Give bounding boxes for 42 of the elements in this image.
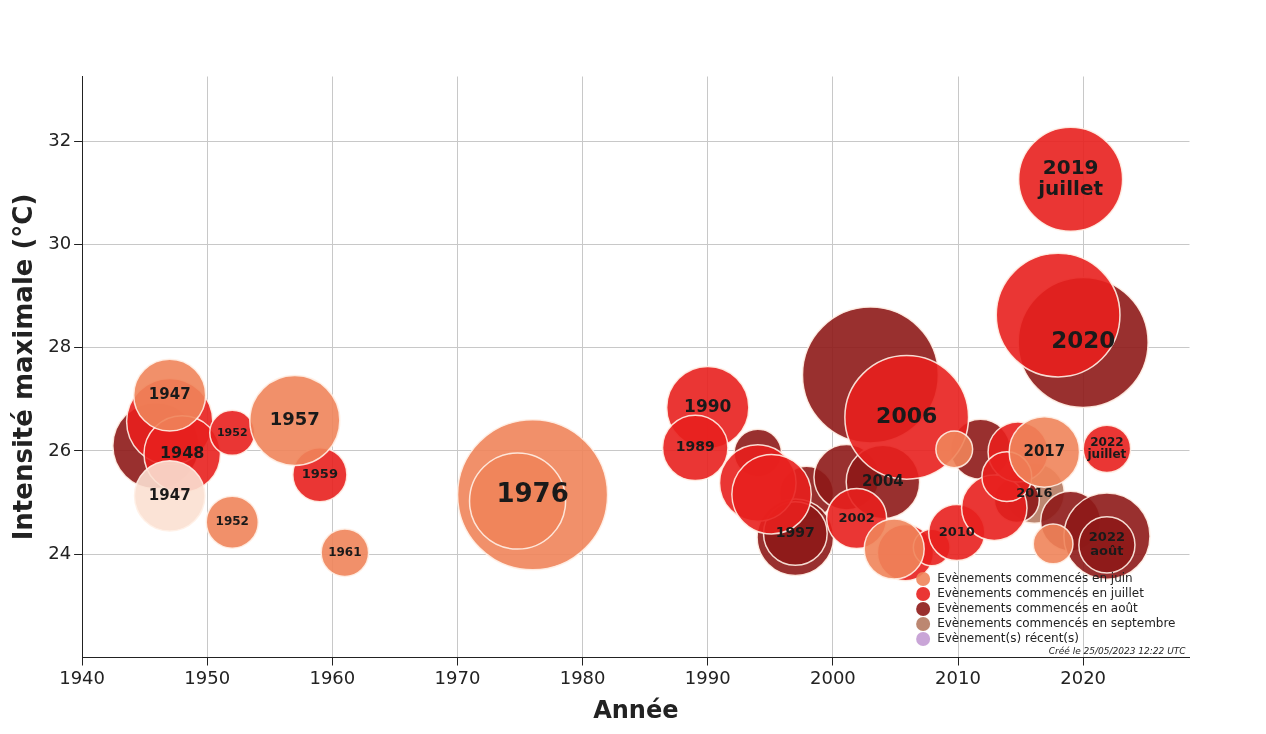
y-tick-label: 30 bbox=[48, 232, 72, 254]
x-tick-label: 2020 bbox=[1060, 666, 1107, 688]
annotation: 2022 août bbox=[1088, 529, 1126, 559]
annotation: 1952 bbox=[215, 514, 249, 529]
annotation: Créé le 25/05/2023 12:22 UTC bbox=[1048, 646, 1187, 657]
annotation: 2019 juillet bbox=[1037, 154, 1104, 200]
x-tick-label: 1980 bbox=[559, 666, 606, 688]
x-axis-title: Année bbox=[593, 695, 679, 724]
legend-label: Evènements commencés en septembre bbox=[937, 616, 1176, 631]
annotation: 2010 bbox=[938, 523, 975, 539]
x-tick-label: 2000 bbox=[809, 666, 856, 688]
annotation: 1959 bbox=[301, 466, 338, 482]
annotation: 2006 bbox=[876, 403, 938, 429]
y-axis-title: Intensité maximale (°C) bbox=[8, 193, 39, 541]
y-tick-label: 24 bbox=[48, 541, 72, 563]
annotation: 1947 bbox=[148, 385, 191, 404]
annotation: 2004 bbox=[862, 471, 904, 490]
annotation: 1989 bbox=[675, 438, 715, 455]
annotation: 1947 bbox=[148, 485, 191, 504]
x-tick-label: 1960 bbox=[309, 666, 356, 688]
x-tick-label: 2010 bbox=[935, 666, 981, 688]
y-tick-label: 32 bbox=[48, 128, 72, 150]
legend-label: Evènement(s) récent(s) bbox=[937, 631, 1079, 646]
x-tick-label: 1990 bbox=[684, 666, 731, 688]
annotation: 2022 juillet bbox=[1086, 434, 1127, 462]
x-tick-label: 1940 bbox=[59, 666, 106, 688]
x-tick-label: 1950 bbox=[184, 666, 231, 688]
annotation: 1990 bbox=[684, 395, 732, 416]
annotation: 1957 bbox=[269, 408, 320, 430]
annotation: 1948 bbox=[159, 443, 205, 463]
annotation: 1976 bbox=[496, 477, 569, 508]
legend-label: Evènements commencés en août bbox=[937, 601, 1139, 616]
y-tick-label: 28 bbox=[48, 335, 72, 357]
annotation: 2017 bbox=[1023, 441, 1066, 460]
x-tick-label: 1970 bbox=[434, 666, 481, 688]
legend-label: Evènements commencés en juillet bbox=[937, 586, 1145, 601]
y-tick-label: 26 bbox=[48, 438, 72, 460]
annotation: 2020 bbox=[1051, 327, 1116, 354]
annotation: 1997 bbox=[775, 524, 815, 541]
annotation: 2002 bbox=[838, 509, 875, 525]
annotation: 1961 bbox=[328, 544, 362, 559]
annotation: 1952 bbox=[216, 425, 248, 439]
